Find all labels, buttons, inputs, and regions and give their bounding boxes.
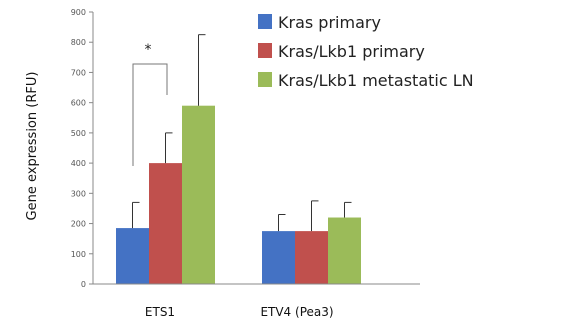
y-ticks: 0 100 200 300 400 500 600 700 800 900 [71,8,93,289]
bar-kras-lkb1-primary-ets1 [149,163,182,284]
y-tick-label: 300 [71,189,86,198]
legend: Kras primary Kras/Lkb1 primary Kras/Lkb1… [258,13,474,90]
y-tick-label: 200 [71,220,86,229]
y-tick-label: 900 [71,8,86,17]
y-tick-label: 700 [71,68,86,77]
category-label-etv4: ETV4 (Pea3) [260,305,333,319]
y-axis-title: Gene expression (RFU) [25,72,40,221]
legend-swatch-kras-primary [258,14,272,29]
legend-item-kras-lkb1-primary: Kras/Lkb1 primary [258,42,425,61]
legend-label-kras-lkb1-primary: Kras/Lkb1 primary [278,42,425,61]
legend-swatch-kras-lkb1-metastatic-ln [258,72,272,87]
significance-bracket: * [132,42,168,166]
significance-bracket-line [132,63,168,166]
bar-kras-lkb1-metastatic-ln-etv4-pea3- [328,217,361,284]
y-tick-label: 100 [71,250,86,259]
y-tick-label: 600 [71,99,86,108]
bar-kras-lkb1-metastatic-ln-ets1 [182,105,215,284]
legend-swatch-kras-lkb1-primary [258,43,272,58]
bar-kras-lkb1-primary-etv4-pea3- [295,231,328,284]
bar-kras-primary-ets1 [116,228,149,284]
legend-item-kras-lkb1-metastatic-ln: Kras/Lkb1 metastatic LN [258,71,474,90]
legend-item-kras-primary: Kras primary [258,13,381,32]
legend-label-kras-lkb1-metastatic-ln: Kras/Lkb1 metastatic LN [278,71,474,90]
bars-layer [116,34,361,284]
bar-kras-primary-etv4-pea3- [262,231,295,284]
y-tick-label: 500 [71,129,86,138]
y-tick-label: 400 [71,159,86,168]
category-label-ets1: ETS1 [145,305,175,319]
significance-star: * [145,42,152,58]
y-tick-label: 0 [81,280,86,289]
legend-label-kras-primary: Kras primary [278,13,381,32]
y-tick-label: 800 [71,38,86,47]
category-labels: ETS1 ETV4 (Pea3) [145,305,334,319]
